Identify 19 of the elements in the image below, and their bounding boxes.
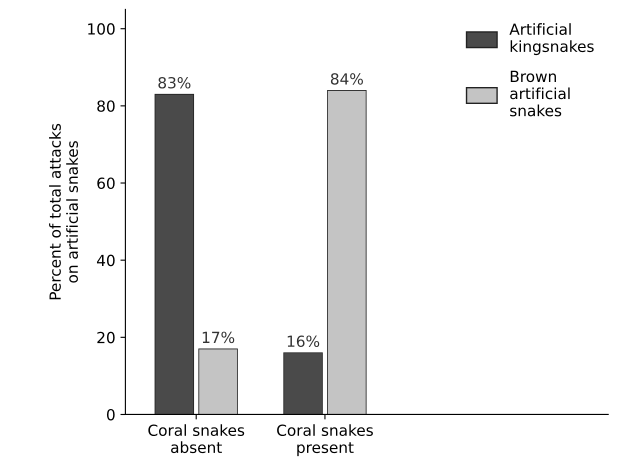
y-tick-label: 20 <box>97 332 115 344</box>
legend-label: Brown artificial snakes <box>510 70 570 116</box>
y-tick-label: 80 <box>97 100 115 112</box>
y-tick-label: 60 <box>97 177 115 190</box>
data-label: 84% <box>330 73 363 85</box>
legend-label: Artificial kingsnakes <box>509 23 594 56</box>
y-tick-label: 40 <box>96 254 115 266</box>
bar <box>283 352 323 414</box>
y-tick-label: 0 <box>106 408 115 420</box>
x-tick-label: Coral snakes absent <box>148 424 244 454</box>
y-tick-label: 100 <box>88 23 115 35</box>
y-axis-title: Percent of total attacks on artificial snakes <box>49 124 78 300</box>
bar <box>327 90 367 414</box>
bar <box>154 94 194 414</box>
data-label: 83% <box>158 76 190 89</box>
bar <box>198 348 238 414</box>
x-tick-label: Coral snakes present <box>277 424 373 456</box>
data-label: 17% <box>202 332 234 344</box>
data-label: 16% <box>288 335 320 348</box>
